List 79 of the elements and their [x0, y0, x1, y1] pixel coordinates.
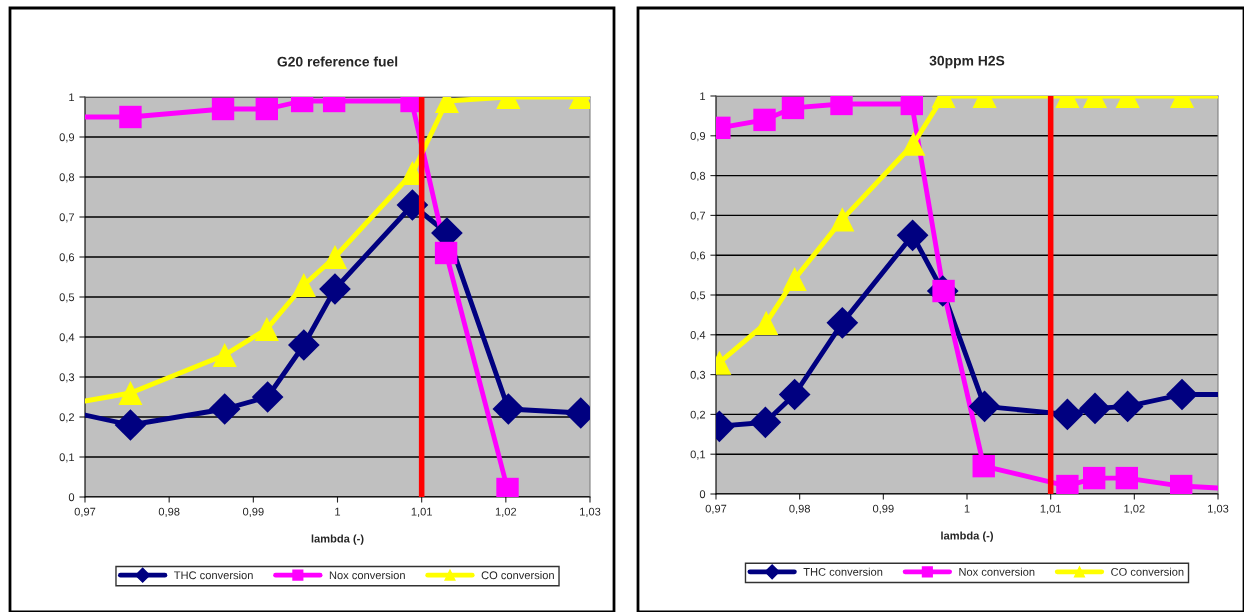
y-tick-label: 0 — [699, 490, 706, 499]
y-tick-label: 0,7 — [690, 211, 706, 221]
x-tick-label: 0,98 — [789, 504, 810, 514]
point — [968, 390, 1001, 423]
x-tick-label: 1,01 — [1040, 504, 1061, 514]
x-tick-label: 0,97 — [74, 507, 96, 517]
point — [1082, 466, 1106, 490]
point — [288, 329, 320, 361]
y-tick-label: 0,7 — [59, 213, 75, 223]
x-tick-label: 1,02 — [1124, 504, 1145, 514]
legend-label: CO conversion — [481, 571, 554, 580]
point — [1115, 466, 1138, 490]
point — [434, 241, 458, 265]
point — [901, 131, 926, 156]
x-tick-label: 0,98 — [158, 507, 180, 517]
x-tick-label: 1 — [964, 504, 970, 513]
point — [254, 316, 279, 342]
x-tick-label: 1 — [335, 507, 341, 516]
point — [1166, 378, 1198, 411]
point — [778, 378, 811, 411]
y-tick-label: 0,4 — [59, 333, 75, 343]
point — [119, 105, 142, 129]
y-tick-label: 0,5 — [690, 291, 706, 301]
point — [251, 381, 284, 413]
point — [830, 207, 855, 232]
point — [319, 273, 351, 305]
legend-label: THC conversion — [803, 567, 883, 576]
y-tick-label: 0,1 — [59, 453, 75, 463]
y-tick-label: 0,3 — [59, 373, 75, 383]
point — [211, 97, 235, 121]
point — [291, 272, 316, 298]
legend-label: Nox conversion — [959, 567, 1035, 576]
point — [255, 97, 278, 121]
chart-title: 30ppm H2S — [929, 55, 1005, 69]
y-tick-label: 1 — [69, 93, 75, 102]
point — [972, 454, 995, 478]
y-tick-label: 0,2 — [690, 410, 706, 420]
y-tick-label: 0,8 — [59, 173, 75, 183]
legend-label: Nox conversion — [329, 571, 405, 580]
point — [749, 406, 782, 439]
y-tick-label: 0,9 — [59, 133, 75, 143]
point — [754, 310, 779, 335]
legend-label: THC conversion — [174, 571, 253, 580]
y-tick-label: 0,2 — [59, 413, 75, 423]
point — [826, 307, 859, 339]
point — [1079, 392, 1111, 425]
y-tick-label: 0,1 — [690, 450, 706, 460]
y-tick-label: 0 — [68, 493, 75, 502]
x-axis-title: lambda (-) — [941, 531, 993, 542]
x-tick-label: 1,03 — [1208, 504, 1229, 514]
x-axis-title: lambda (-) — [311, 534, 364, 545]
y-tick-label: 0,6 — [690, 251, 706, 261]
chart-title: G20 reference fuel — [277, 56, 398, 67]
point — [781, 96, 805, 120]
point — [753, 108, 776, 132]
x-tick-label: 1,01 — [411, 507, 432, 517]
y-tick-label: 1 — [700, 92, 706, 101]
point — [212, 342, 237, 368]
y-tick-label: 0,8 — [690, 171, 706, 182]
y-tick-label: 0,4 — [690, 331, 706, 341]
point — [1111, 390, 1144, 423]
x-tick-label: 0,99 — [872, 504, 894, 514]
y-tick-label: 0,6 — [59, 253, 75, 263]
point — [492, 393, 525, 425]
x-tick-label: 0,99 — [242, 507, 264, 517]
x-tick-label: 1,02 — [495, 507, 517, 517]
point — [1051, 398, 1084, 431]
point — [208, 393, 241, 425]
point — [782, 267, 807, 292]
legend-label: CO conversion — [1111, 567, 1184, 576]
y-tick-label: 0,5 — [59, 293, 75, 303]
point — [896, 219, 929, 252]
point — [322, 244, 347, 270]
y-tick-label: 0,9 — [690, 132, 706, 142]
point — [118, 380, 143, 406]
y-tick-label: 0,3 — [690, 370, 706, 381]
x-tick-label: 0,97 — [705, 504, 727, 514]
x-tick-label: 1,03 — [580, 507, 601, 517]
point — [114, 409, 147, 441]
